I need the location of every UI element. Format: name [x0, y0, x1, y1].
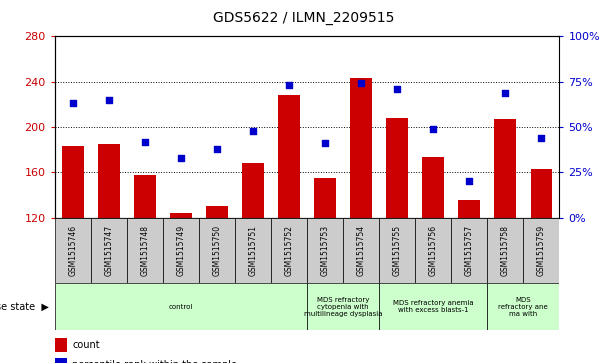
Bar	[451, 218, 487, 283]
Bar	[55, 218, 91, 283]
Point	[140, 139, 150, 144]
Text: GSM1515758: GSM1515758	[501, 225, 510, 276]
Text: MDS
refractory ane
ma with: MDS refractory ane ma with	[499, 297, 548, 317]
Point	[428, 126, 438, 132]
Point	[392, 86, 402, 92]
Bar	[127, 218, 163, 283]
Bar	[98, 144, 120, 218]
Point	[68, 101, 78, 106]
Bar	[523, 218, 559, 283]
Text: GDS5622 / ILMN_2209515: GDS5622 / ILMN_2209515	[213, 11, 395, 25]
Bar	[235, 218, 271, 283]
Point	[465, 179, 474, 184]
Text: GSM1515754: GSM1515754	[357, 225, 365, 276]
Bar	[494, 119, 516, 218]
Text: GSM1515753: GSM1515753	[320, 225, 330, 276]
Text: GSM1515755: GSM1515755	[393, 225, 402, 276]
Bar	[55, 338, 67, 352]
Bar	[199, 218, 235, 283]
Text: count: count	[72, 340, 100, 350]
Point	[320, 140, 330, 146]
Bar	[271, 218, 307, 283]
Bar	[206, 207, 228, 218]
Text: GSM1515747: GSM1515747	[105, 225, 113, 276]
Text: disease state  ▶: disease state ▶	[0, 302, 49, 312]
Bar	[487, 218, 523, 283]
Text: GSM1515757: GSM1515757	[465, 225, 474, 276]
Bar	[55, 283, 307, 330]
Point	[500, 90, 510, 95]
Text: GSM1515756: GSM1515756	[429, 225, 438, 276]
Text: MDS refractory
cytopenia with
multilineage dysplasia: MDS refractory cytopenia with multilinea…	[304, 297, 382, 317]
Text: GSM1515752: GSM1515752	[285, 225, 294, 276]
Bar	[62, 146, 83, 218]
Bar	[278, 95, 300, 218]
Text: GSM1515748: GSM1515748	[140, 225, 150, 276]
Point	[248, 128, 258, 134]
Bar	[487, 283, 559, 330]
Bar	[350, 78, 372, 218]
Text: GSM1515751: GSM1515751	[249, 225, 257, 276]
Point	[536, 135, 546, 141]
Text: GSM1515746: GSM1515746	[68, 225, 77, 276]
Text: control: control	[168, 304, 193, 310]
Bar	[242, 163, 264, 218]
Bar	[307, 283, 379, 330]
Point	[356, 81, 366, 86]
Point	[212, 146, 222, 152]
Point	[176, 155, 185, 161]
Point	[284, 82, 294, 88]
Point	[104, 97, 114, 103]
Text: GSM1515759: GSM1515759	[537, 225, 546, 276]
Text: MDS refractory anemia
with excess blasts-1: MDS refractory anemia with excess blasts…	[393, 300, 474, 313]
Bar	[170, 213, 192, 218]
Bar	[379, 218, 415, 283]
Bar	[531, 169, 552, 218]
Bar	[379, 283, 487, 330]
Bar	[55, 358, 67, 363]
Bar	[458, 200, 480, 218]
Bar	[415, 218, 451, 283]
Text: GSM1515749: GSM1515749	[176, 225, 185, 276]
Bar	[91, 218, 127, 283]
Bar	[314, 178, 336, 218]
Bar	[386, 118, 408, 218]
Bar	[343, 218, 379, 283]
Bar	[423, 156, 444, 218]
Bar	[163, 218, 199, 283]
Text: percentile rank within the sample: percentile rank within the sample	[72, 360, 237, 363]
Bar	[134, 175, 156, 218]
Bar	[307, 218, 343, 283]
Text: GSM1515750: GSM1515750	[212, 225, 221, 276]
